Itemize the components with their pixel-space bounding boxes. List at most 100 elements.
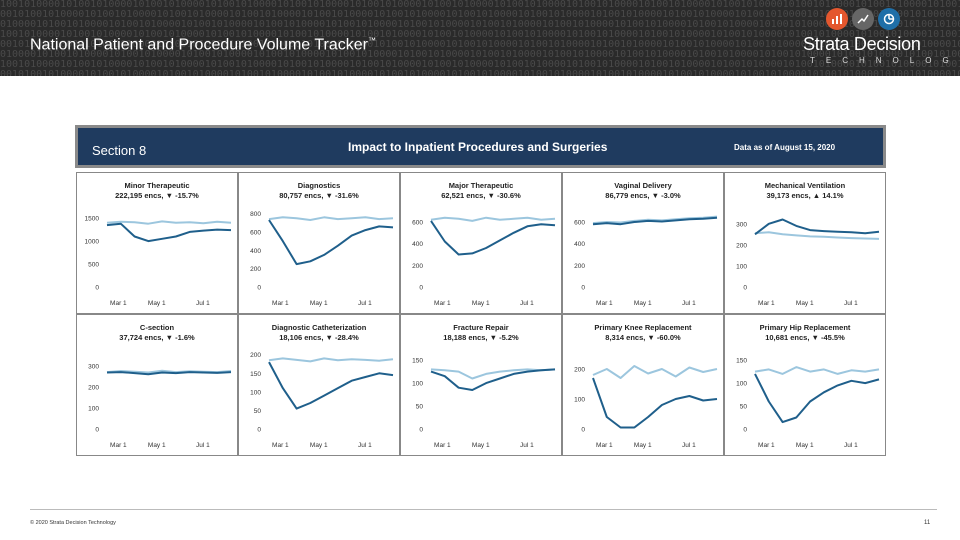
x-tick-label: May 1	[472, 300, 490, 307]
y-tick-label: 200	[250, 266, 261, 273]
y-tick-label: 50	[416, 404, 424, 411]
chart-panel: Major Therapeutic 62,521 encs, ▼ -30.6% 0 2…	[400, 172, 562, 314]
line-chart: 0 100 200 300 Mar 1 May 1 Jul 1	[88, 363, 232, 449]
dashboard-header: Section 8 Impact to Inpatient Procedures…	[75, 125, 886, 168]
chart-subtitle: 8,314 encs, ▼ -60.0%	[605, 333, 681, 342]
baseline-series-line	[268, 357, 394, 363]
header-banner: 1001010000101001010000101001010000101001…	[0, 0, 960, 76]
x-tick-label: May 1	[310, 442, 328, 449]
pie-chart-icon	[878, 8, 900, 30]
y-tick-label: 400	[250, 248, 261, 255]
chart-subtitle: 80,757 encs, ▼ -31.6%	[279, 191, 359, 200]
y-tick-label: 0	[419, 427, 423, 434]
y-tick-label: 600	[412, 220, 423, 227]
y-tick-label: 200	[412, 263, 423, 270]
y-tick-label: 1500	[85, 216, 100, 223]
x-tick-label: Jul 1	[196, 300, 210, 307]
y-tick-label: 0	[581, 285, 585, 292]
x-tick-label: Jul 1	[844, 300, 858, 307]
y-tick-label: 200	[88, 384, 99, 391]
x-tick-label: Jul 1	[196, 442, 210, 449]
y-tick-label: 50	[740, 404, 748, 411]
y-tick-label: 400	[574, 241, 585, 248]
y-tick-label: 1000	[85, 239, 100, 246]
y-tick-label: 100	[250, 389, 261, 396]
x-tick-label: Mar 1	[758, 300, 775, 307]
x-tick-label: Jul 1	[358, 300, 372, 307]
y-tick-label: 100	[736, 263, 747, 270]
chart-title: Mechanical Ventilation	[764, 181, 846, 190]
y-tick-label: 100	[736, 381, 747, 388]
y-tick-label: 0	[743, 427, 747, 434]
x-tick-label: May 1	[472, 442, 490, 449]
line-chart: 0 200 400 600 Mar 1 May 1 Jul 1	[412, 216, 556, 307]
chart-panel: Fracture Repair 18,188 encs, ▼ -5.2% 0 50 10…	[400, 314, 562, 456]
chart-panel: Primary Hip Replacement 10,681 encs, ▼ -4…	[724, 314, 886, 456]
y-tick-label: 150	[412, 358, 423, 365]
chart-subtitle: 39,173 encs, ▲ 14.1%	[766, 191, 844, 200]
slide-title: National Patient and Procedure Volume Tr…	[30, 36, 376, 54]
y-tick-label: 200	[574, 367, 585, 374]
current-series-line	[754, 218, 880, 236]
x-tick-label: May 1	[310, 300, 328, 307]
chart-panel: Diagnostics 80,757 encs, ▼ -31.6% 0 200 400 6…	[238, 172, 400, 314]
y-tick-label: 600	[250, 229, 261, 236]
x-tick-label: Mar 1	[758, 442, 775, 449]
chart-title: Primary Hip Replacement	[759, 323, 851, 332]
current-series-line	[592, 377, 718, 429]
x-tick-label: Jul 1	[520, 300, 534, 307]
x-tick-label: May 1	[796, 442, 814, 449]
chart-panel: Minor Therapeutic 222,195 encs, ▼ -15.7% 0…	[76, 172, 238, 314]
data-as-of: Data as of August 15, 2020	[734, 143, 836, 152]
chart-subtitle: 86,779 encs, ▼ -3.0%	[605, 191, 681, 200]
current-series-line	[430, 220, 556, 256]
baseline-series-line	[592, 215, 718, 225]
chart-panel: Mechanical Ventilation 39,173 encs, ▲ 14.…	[724, 172, 886, 314]
chart-subtitle: 18,106 encs, ▼ -28.4%	[279, 333, 359, 342]
y-tick-label: 0	[581, 427, 585, 434]
baseline-series-line	[754, 366, 880, 375]
line-chart: 0 200 400 600 Mar 1 May 1 Jul 1	[574, 215, 718, 307]
page-number: 11	[924, 520, 931, 526]
binary-pattern: 1001010000101001010000101001010000101001…	[0, 0, 960, 76]
chart-panel: Diagnostic Catheterization 18,106 encs, ▼…	[238, 314, 400, 456]
baseline-series-line	[106, 220, 232, 225]
current-series-line	[592, 216, 718, 226]
copyright: © 2020 Strata Decision Technology	[30, 520, 116, 526]
current-series-line	[268, 219, 394, 266]
x-tick-label: May 1	[634, 442, 652, 449]
x-tick-label: Mar 1	[272, 300, 289, 307]
y-tick-label: 0	[743, 285, 747, 292]
chart-subtitle: 37,724 encs, ▼ -1.6%	[119, 333, 195, 342]
section-label: Section 8	[92, 143, 147, 158]
y-tick-label: 300	[88, 363, 99, 370]
y-tick-label: 100	[574, 397, 585, 404]
brand-subtitle: TECHNOLOGY	[810, 56, 960, 65]
bar-chart-icon	[826, 8, 848, 30]
baseline-series-line	[592, 365, 718, 379]
chart-subtitle: 18,188 encs, ▼ -5.2%	[443, 333, 519, 342]
line-chart: 0 200 400 600 800 Mar 1 May 1 Jul 1	[250, 211, 394, 307]
x-tick-label: May 1	[148, 300, 166, 307]
y-tick-label: 200	[574, 263, 585, 270]
x-tick-label: Jul 1	[682, 300, 696, 307]
brand-name: Strata Decision	[803, 34, 921, 54]
x-tick-label: Jul 1	[358, 442, 372, 449]
y-tick-label: 50	[254, 408, 262, 415]
current-series-line	[268, 361, 394, 410]
baseline-series-line	[268, 216, 394, 221]
x-tick-label: Jul 1	[844, 442, 858, 449]
chart-title: Diagnostic Catheterization	[271, 323, 367, 332]
y-tick-label: 0	[95, 427, 99, 434]
y-tick-label: 300	[736, 221, 747, 228]
footer-divider	[30, 509, 937, 510]
y-tick-label: 150	[736, 358, 747, 365]
y-tick-label: 0	[257, 427, 261, 434]
line-chart: 0 100 200 300 Mar 1 May 1 Jul 1	[736, 218, 880, 307]
chart-title: C-section	[139, 323, 175, 332]
y-tick-label: 150	[250, 371, 261, 378]
y-tick-label: 200	[250, 352, 261, 359]
chart-subtitle: 62,521 encs, ▼ -30.6%	[441, 191, 521, 200]
line-chart: 0 50 100 150 Mar 1 May 1 Jul 1	[736, 358, 880, 449]
chart-title: Diagnostics	[297, 181, 341, 190]
